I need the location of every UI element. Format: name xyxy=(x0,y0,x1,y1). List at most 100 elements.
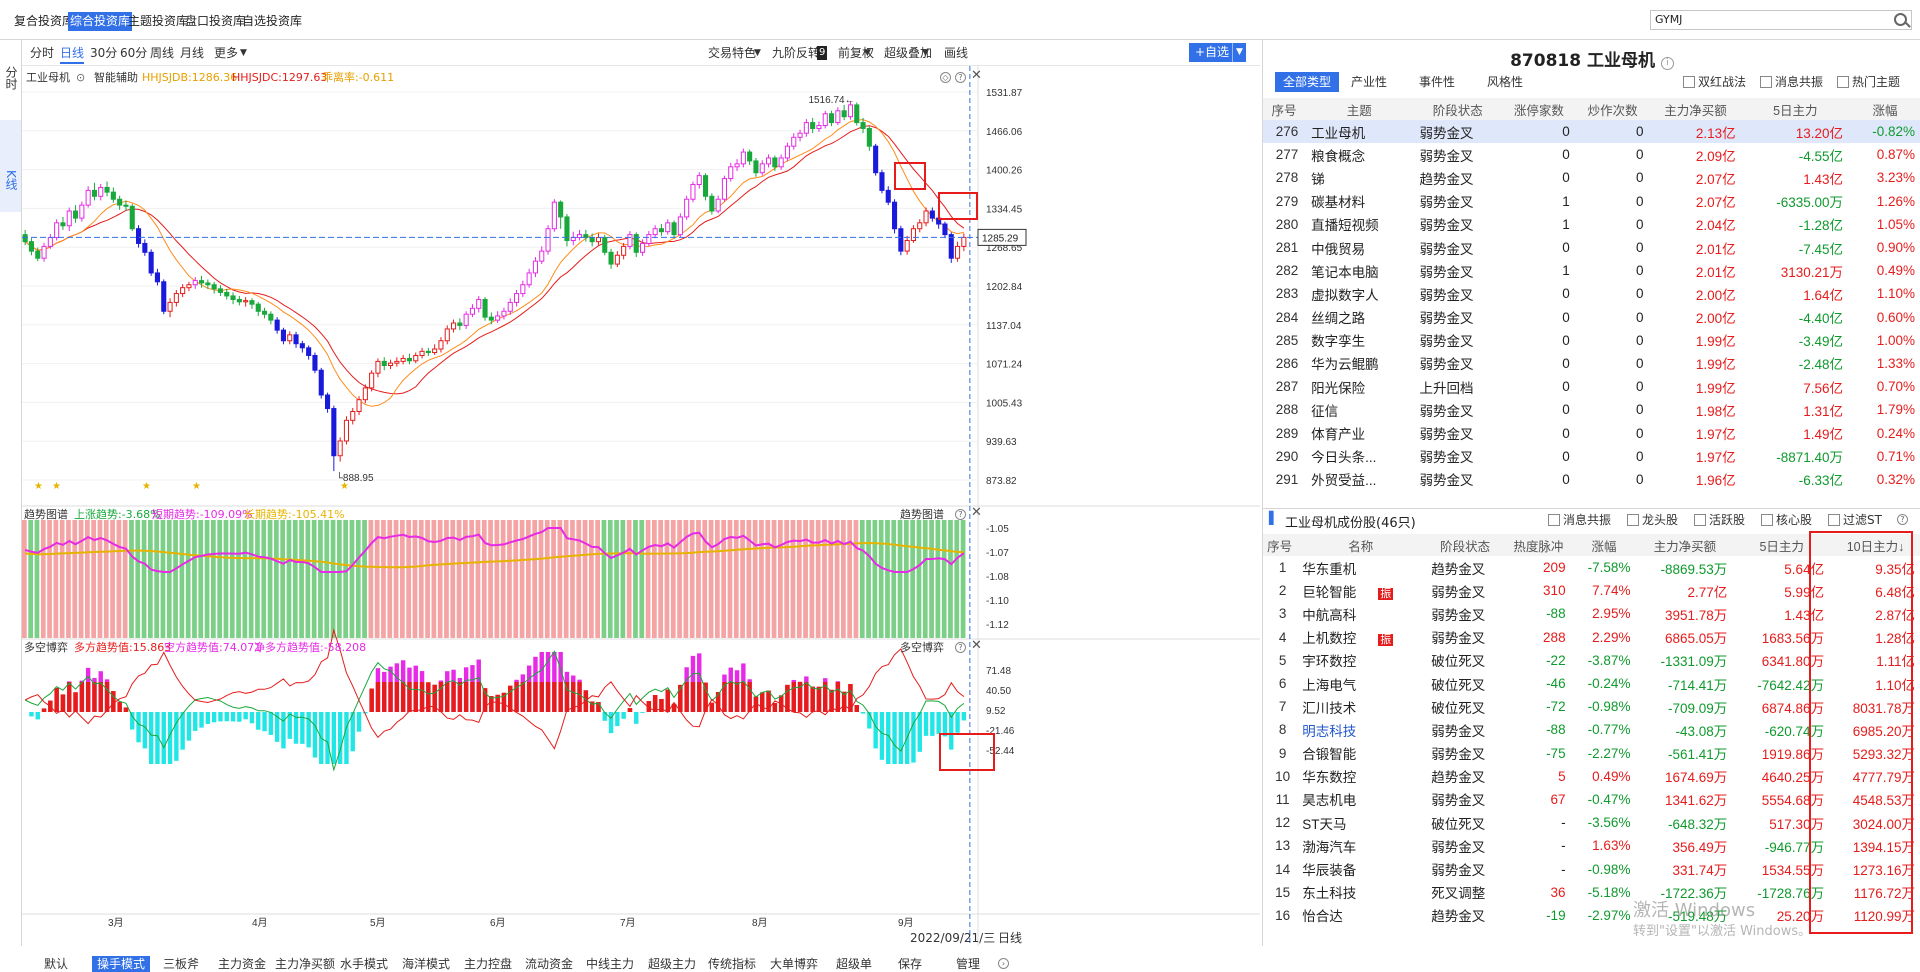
column-header[interactable]: 热度脉冲 xyxy=(1505,534,1572,556)
stock-name[interactable]: 华东数控 xyxy=(1302,770,1357,786)
stock-name[interactable]: 合锻智能 xyxy=(1302,747,1357,763)
table-row[interactable]: 285 数字孪生 弱势金叉 0 0 1.99亿 -3.49亿 1.00% xyxy=(1263,329,1920,352)
stock-name[interactable]: 汇川技术 xyxy=(1302,700,1357,716)
table-row[interactable]: 1 华东重机 趋势金叉 209 -7.58% -8869.53万 5.64亿 9.35亿 xyxy=(1263,556,1920,579)
column-header[interactable]: 5日主力 xyxy=(1741,98,1849,120)
stock-name[interactable]: 中航高科 xyxy=(1302,607,1357,623)
checkbox-icon[interactable] xyxy=(1683,76,1695,88)
stock-name[interactable]: 上机数控 xyxy=(1302,631,1357,647)
table-row[interactable]: 14 华辰装备 弱势金叉 - -0.98% 331.74万 1534.55万 1273.16万 xyxy=(1263,857,1920,880)
column-header[interactable]: 名称 xyxy=(1296,534,1426,556)
tab-composite-library[interactable]: 复合投资库 xyxy=(14,14,75,28)
bottom-tab-net-buy[interactable]: 主力净买额 xyxy=(275,957,336,971)
period-day[interactable]: 日线 xyxy=(60,44,85,64)
column-header[interactable]: 5日主力 xyxy=(1733,534,1831,556)
column-header[interactable]: 10日主力↓ xyxy=(1830,534,1920,556)
check-filter-st[interactable]: 过滤ST xyxy=(1828,512,1882,528)
bottom-tab-save[interactable]: 保存 xyxy=(898,957,923,971)
table-row[interactable]: 278 锑 趋势金叉 0 0 2.07亿 1.43亿 3.23% xyxy=(1263,166,1920,189)
type-tab-all[interactable]: 全部类型 xyxy=(1275,72,1340,92)
table-row[interactable]: 11 昊志机电 弱势金叉 67 -0.47% 1341.62万 5554.68万 4548.5… xyxy=(1263,788,1920,811)
period-week[interactable]: 周线 xyxy=(150,46,175,60)
stock-name[interactable]: 上海电气 xyxy=(1302,677,1357,693)
bottom-tab-three-axes[interactable]: 三板斧 xyxy=(163,957,200,971)
column-header[interactable]: 炒作次数 xyxy=(1575,98,1650,120)
smart-assist-label[interactable]: 智能辅助 xyxy=(94,71,138,84)
close-icon[interactable]: ✕ xyxy=(971,505,982,520)
bottom-tab-operator-mode[interactable]: 操手模式 xyxy=(92,956,151,972)
table-row[interactable]: 287 阳光保险 上升回档 0 0 1.99亿 7.56亿 0.70% xyxy=(1263,375,1920,398)
chevron-down-icon[interactable]: ⊙ xyxy=(76,71,86,84)
bottom-tab-super-order[interactable]: 超级单 xyxy=(836,957,873,971)
bottom-tab-main-funds[interactable]: 主力资金 xyxy=(218,957,267,971)
table-row[interactable]: 279 碳基材料 弱势金叉 1 0 2.07亿 -6335.00万 1.26% xyxy=(1263,190,1920,213)
bottom-tab-traditional[interactable]: 传统指标 xyxy=(708,957,757,971)
check-news-resonance[interactable]: 消息共振 xyxy=(1760,74,1823,90)
check-hot-theme[interactable]: 热门主题 xyxy=(1837,74,1900,90)
period-more[interactable]: 更多 xyxy=(214,46,239,60)
close-icon[interactable]: ✕ xyxy=(971,68,982,83)
stock-name[interactable]: 明志科技 xyxy=(1302,723,1357,739)
column-header[interactable]: 主力净买额 xyxy=(1649,98,1742,120)
check-double-red[interactable]: 双红战法 xyxy=(1683,74,1746,90)
table-row[interactable]: 12 ST天马 破位死叉 - -3.56% -648.32万 517.30万 3024.00万 xyxy=(1263,811,1920,834)
bottom-tab-liquidity[interactable]: 流动资金 xyxy=(525,957,574,971)
checkbox-icon[interactable] xyxy=(1761,514,1773,526)
stock-name[interactable]: 华辰装备 xyxy=(1302,863,1357,879)
help-icon[interactable]: ? xyxy=(955,509,966,520)
type-tab-style[interactable]: 风格性 xyxy=(1487,75,1524,89)
column-header[interactable]: 主力净买额 xyxy=(1636,534,1734,556)
table-row[interactable]: 291 外贸受益... 弱势金叉 0 0 1.96亿 -6.33亿 0.32% xyxy=(1263,468,1920,491)
overlay-dropdown[interactable]: 超级叠加 xyxy=(884,46,933,60)
stock-name[interactable]: ST天马 xyxy=(1302,816,1347,832)
bottom-tab-big-order[interactable]: 大单博弈 xyxy=(770,957,819,971)
table-row[interactable]: 276 工业母机 弱势金叉 0 0 2.13亿 13.20亿 -0.82% xyxy=(1263,120,1920,144)
table-row[interactable]: 3 中航高科 弱势金叉 -88 2.95% 3951.78万 1.43亿 2.87亿 xyxy=(1263,602,1920,625)
table-row[interactable]: 283 虚拟数字人 弱势金叉 0 0 2.00亿 1.64亿 1.10% xyxy=(1263,282,1920,305)
bottom-tab-sailor[interactable]: 水手模式 xyxy=(340,957,389,971)
column-header[interactable]: 涨幅 xyxy=(1849,98,1920,120)
period-month[interactable]: 月线 xyxy=(180,46,205,60)
bottom-tab-default[interactable]: 默认 xyxy=(44,957,69,971)
draw-line-button[interactable]: 画线 xyxy=(944,46,969,60)
close-icon[interactable]: ✕ xyxy=(971,638,982,653)
table-row[interactable]: 2 巨轮智能 振 弱势金叉 310 7.74% 2.77亿 5.99亿 6.48亿 xyxy=(1263,579,1920,602)
settings-icon[interactable]: ◇ xyxy=(940,72,951,83)
column-header[interactable]: 涨幅 xyxy=(1571,534,1637,556)
help-icon[interactable]: ? xyxy=(955,72,966,83)
column-header[interactable]: 涨停家数 xyxy=(1501,98,1576,120)
help-icon[interactable]: ? xyxy=(955,642,966,653)
table-row[interactable]: 277 粮食概念 弱势金叉 0 0 2.09亿 -4.55亿 0.87% xyxy=(1263,143,1920,166)
tab-custom-library[interactable]: 自选投资库 xyxy=(242,14,303,28)
table-row[interactable]: 9 合锻智能 弱势金叉 -75 -2.27% -561.41万 1919.86万 5293.3… xyxy=(1263,742,1920,765)
table-row[interactable]: 5 宇环数控 破位死叉 -22 -3.87% -1331.09万 6341.80万 1.11亿 xyxy=(1263,649,1920,672)
column-header[interactable]: 主题 xyxy=(1305,98,1414,120)
table-row[interactable]: 10 华东数控 趋势金叉 5 0.49% 1674.69万 4640.25万 4777.79万 xyxy=(1263,765,1920,788)
column-header[interactable]: 序号 xyxy=(1263,534,1297,556)
stock-name[interactable]: 华东重机 xyxy=(1302,561,1357,577)
table-row[interactable]: 16 怡合达 趋势金叉 -19 -2.97% -519.48万 25.20万 1120.99万 xyxy=(1263,904,1920,927)
stock-name[interactable]: 怡合达 xyxy=(1302,909,1343,925)
checkbox-icon[interactable] xyxy=(1828,514,1840,526)
timeshare-button[interactable]: 分时 xyxy=(4,66,18,90)
table-row[interactable]: 282 笔记本电脑 弱势金叉 1 0 2.01亿 3130.21万 0.49% xyxy=(1263,259,1920,282)
checkbox-icon[interactable] xyxy=(1694,514,1706,526)
bottom-tab-mid-main[interactable]: 中线主力 xyxy=(586,957,635,971)
check-leader[interactable]: 龙头股 xyxy=(1627,512,1678,528)
table-row[interactable]: 286 华为云鲲鹏 弱势金叉 0 0 1.99亿 -2.48亿 1.33% xyxy=(1263,352,1920,375)
type-tab-industry[interactable]: 产业性 xyxy=(1351,75,1388,89)
period-60m[interactable]: 60分 xyxy=(120,46,148,60)
adjust-dropdown[interactable]: 前复权 xyxy=(838,46,875,60)
column-header[interactable]: 阶段状态 xyxy=(1413,98,1502,120)
search-input[interactable]: GYMJ xyxy=(1650,10,1912,30)
help-icon[interactable]: ? xyxy=(1897,514,1908,525)
search-icon[interactable] xyxy=(1894,13,1907,26)
info-icon[interactable]: i xyxy=(1660,57,1674,70)
stock-name[interactable]: 渤海汽车 xyxy=(1302,839,1357,855)
kline-button[interactable]: K线 xyxy=(0,120,21,212)
period-fenshi[interactable]: 分时 xyxy=(30,46,55,60)
stock-name[interactable]: 巨轮智能 xyxy=(1302,584,1357,600)
table-row[interactable]: 290 今日头条... 弱势金叉 0 0 1.97亿 -8871.40万 0.71% xyxy=(1263,445,1920,468)
stock-name[interactable]: 昊志机电 xyxy=(1302,793,1357,809)
table-row[interactable]: 288 征信 弱势金叉 0 0 1.98亿 1.31亿 1.79% xyxy=(1263,398,1920,421)
